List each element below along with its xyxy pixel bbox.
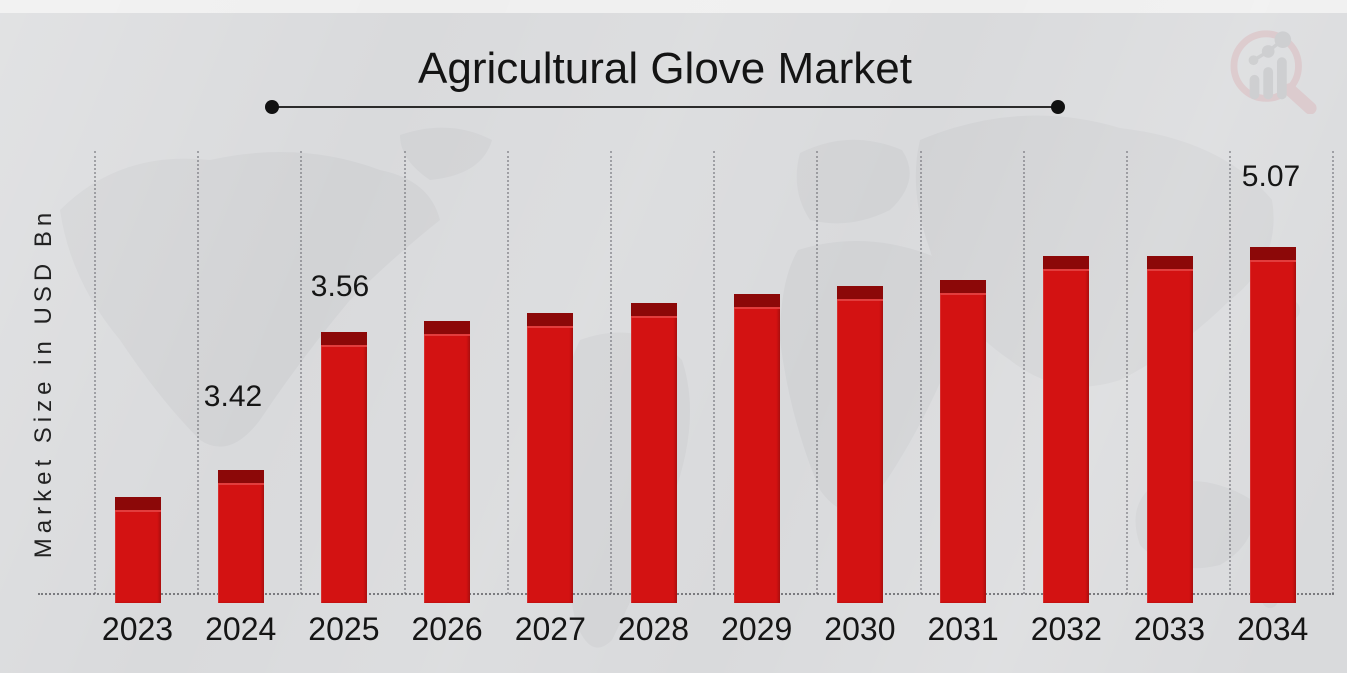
bar-bevel <box>1146 269 1193 271</box>
bar-2025 <box>320 332 367 603</box>
bar-bevel <box>320 345 367 347</box>
x-tick-label-2028: 2028 <box>617 611 690 647</box>
x-tick-label-2031: 2031 <box>927 611 999 647</box>
bar-2028 <box>630 303 677 603</box>
x-tick-label-2024: 2024 <box>205 611 277 647</box>
x-tick-label-2027: 2027 <box>514 611 586 647</box>
x-tick-label-2032: 2032 <box>1030 611 1102 647</box>
gridline <box>713 151 716 594</box>
gridline <box>300 151 303 594</box>
bar-cap <box>114 497 161 510</box>
bar-cap <box>940 280 987 293</box>
bar-bevel <box>424 334 471 336</box>
underline-left-dot-icon <box>265 100 279 114</box>
bar-cap <box>527 313 574 326</box>
gridline <box>1229 151 1232 594</box>
x-tick-label-2023: 2023 <box>101 611 174 647</box>
bar-2032 <box>1043 256 1090 603</box>
bar-bevel <box>733 307 780 309</box>
bar-cap <box>1249 247 1296 260</box>
bar-2033 <box>1146 256 1193 603</box>
bar-bevel <box>527 326 574 328</box>
bar-cap <box>1146 256 1193 269</box>
bar-cap <box>217 470 264 483</box>
gridline <box>610 151 612 594</box>
x-tick-label-2029: 2029 <box>721 611 793 647</box>
bar-cap <box>320 332 367 345</box>
bar-bevel <box>1043 269 1090 271</box>
x-tick-label-2034: 2034 <box>1237 611 1309 647</box>
gridline <box>197 151 200 594</box>
data-label-2034: 5.07 <box>1241 160 1301 193</box>
gridline <box>919 151 922 594</box>
bar-bevel <box>630 316 677 318</box>
gridline <box>403 151 406 594</box>
bar-2029 <box>733 294 780 603</box>
x-tick-label-2030: 2030 <box>824 611 896 647</box>
bar-2031 <box>940 280 987 603</box>
x-tick-label-2033: 2033 <box>1133 611 1206 647</box>
data-label-2024: 3.42 <box>203 380 263 413</box>
magnifier-bar-chart-logo-icon <box>1230 30 1317 114</box>
bar-2023 <box>114 497 161 603</box>
bar-bevel <box>114 510 161 512</box>
underline-right-dot-icon <box>1051 100 1065 114</box>
bar-2026 <box>424 321 471 603</box>
chart-title: Agricultural Glove Market <box>418 44 912 93</box>
bar-cap <box>733 294 780 307</box>
bar-2034 <box>1249 247 1296 603</box>
title-underline <box>265 100 1065 114</box>
gridline <box>94 151 96 594</box>
data-label-2025: 3.56 <box>310 270 370 303</box>
bar-bevel <box>940 293 987 295</box>
gridline <box>1332 151 1335 594</box>
x-tick-label-2026: 2026 <box>411 611 483 647</box>
gridline <box>1126 151 1128 594</box>
gridline <box>1022 151 1025 594</box>
bar-cap <box>836 286 883 299</box>
bar-cap <box>630 303 677 316</box>
bar-bevel <box>1249 260 1296 262</box>
x-axis-baseline <box>38 593 1334 595</box>
gridline <box>506 151 509 594</box>
bar-2024 <box>217 470 264 603</box>
top-strip <box>0 0 1347 13</box>
bar-2027 <box>527 313 574 603</box>
bar-bevel <box>217 483 264 485</box>
bar-cap <box>424 321 471 334</box>
bar-bevel <box>836 299 883 301</box>
x-tick-label-2025: 2025 <box>308 611 380 647</box>
gridline <box>816 151 819 594</box>
bar-cap <box>1043 256 1090 269</box>
bar-2030 <box>836 286 883 603</box>
